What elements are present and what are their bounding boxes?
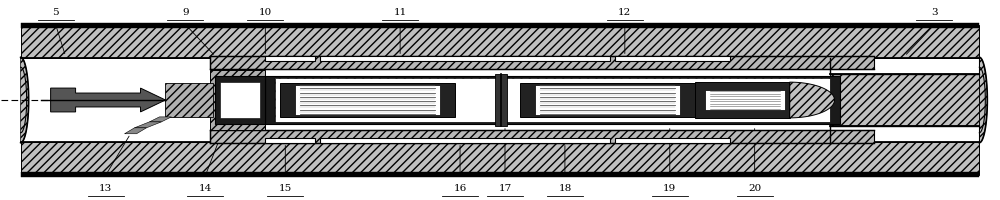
Text: 11: 11 bbox=[394, 8, 407, 17]
Text: 13: 13 bbox=[99, 184, 112, 193]
Text: 20: 20 bbox=[748, 184, 761, 193]
Text: 12: 12 bbox=[618, 8, 631, 17]
Polygon shape bbox=[125, 128, 146, 134]
Text: 3: 3 bbox=[931, 8, 938, 17]
Text: 9: 9 bbox=[182, 8, 189, 17]
Bar bbox=[535, 85, 680, 115]
Bar bbox=[615, 56, 730, 61]
Bar bbox=[21, 58, 979, 142]
Text: 19: 19 bbox=[663, 184, 676, 193]
Bar bbox=[220, 82, 260, 118]
Bar bbox=[615, 138, 730, 143]
Text: 10: 10 bbox=[259, 8, 272, 17]
Text: 16: 16 bbox=[453, 184, 467, 193]
Bar bbox=[215, 76, 265, 124]
Bar bbox=[830, 74, 979, 126]
Bar bbox=[280, 83, 455, 117]
Text: 18: 18 bbox=[558, 184, 572, 193]
Bar bbox=[320, 56, 610, 61]
Polygon shape bbox=[790, 82, 835, 118]
Bar bbox=[210, 130, 874, 143]
Bar bbox=[520, 83, 695, 117]
Bar bbox=[495, 74, 507, 126]
Bar bbox=[210, 56, 874, 69]
Bar bbox=[705, 90, 785, 110]
Text: 14: 14 bbox=[199, 184, 212, 193]
Bar bbox=[275, 78, 830, 122]
Bar bbox=[165, 83, 213, 117]
Bar bbox=[21, 25, 979, 58]
Bar bbox=[21, 172, 979, 177]
Polygon shape bbox=[21, 57, 29, 143]
Text: 17: 17 bbox=[498, 184, 512, 193]
Polygon shape bbox=[135, 122, 161, 128]
Bar bbox=[21, 23, 979, 28]
Polygon shape bbox=[149, 117, 171, 122]
Bar bbox=[21, 142, 979, 175]
Bar bbox=[265, 138, 315, 143]
Bar bbox=[265, 76, 840, 124]
Polygon shape bbox=[979, 57, 987, 143]
Text: 5: 5 bbox=[52, 8, 59, 17]
Bar bbox=[275, 78, 830, 122]
Bar bbox=[320, 138, 610, 143]
Bar bbox=[695, 82, 790, 118]
Bar bbox=[295, 85, 440, 115]
Polygon shape bbox=[51, 88, 165, 112]
Bar bbox=[210, 70, 265, 130]
Bar bbox=[265, 56, 315, 61]
Text: 15: 15 bbox=[279, 184, 292, 193]
